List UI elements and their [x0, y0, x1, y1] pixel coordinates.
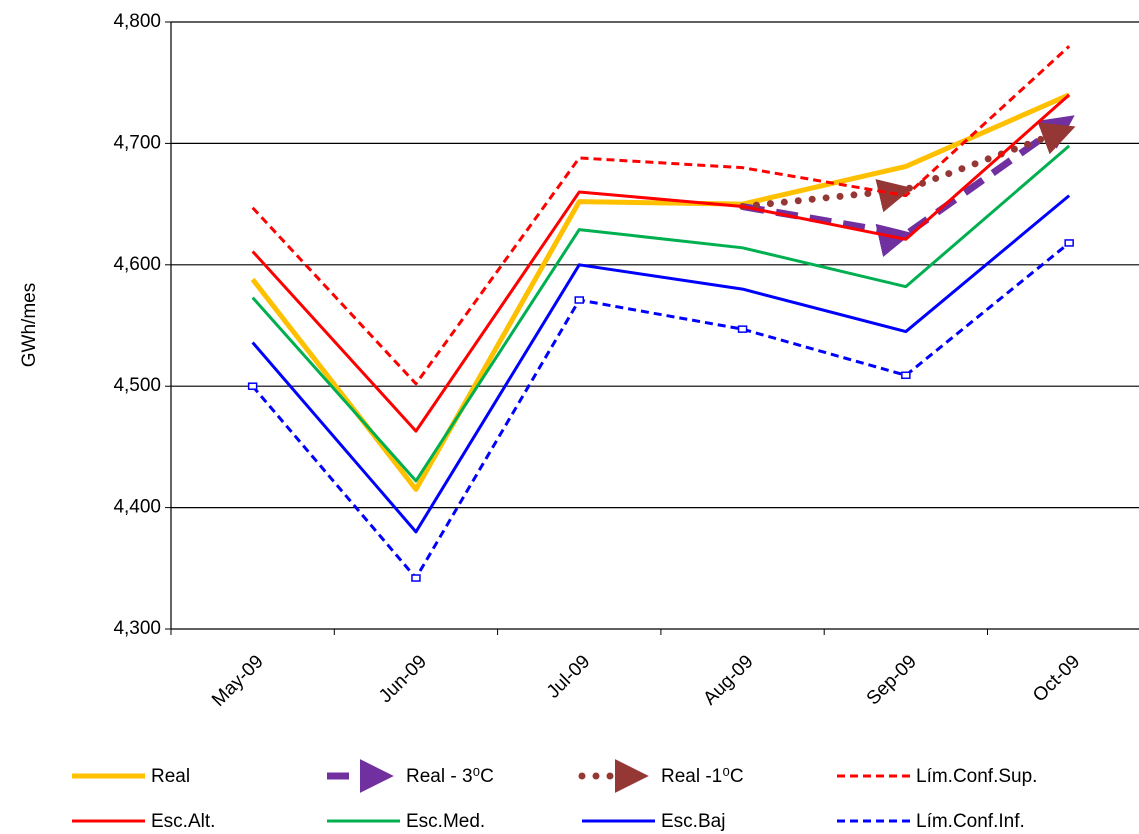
legend-label: Lím.Conf.Inf.	[916, 811, 1025, 832]
y-tick-label: 4,700	[113, 132, 161, 153]
x-tick-label: Sep-09	[863, 651, 921, 709]
x-tick-label: Oct-09	[1029, 651, 1084, 706]
x-tick-label: May-09	[208, 651, 268, 711]
y-axis-label: GWh/mes	[19, 283, 40, 367]
legend-label: Esc.Alt.	[151, 811, 215, 832]
point-marker	[737, 325, 748, 333]
series-line	[251, 194, 1071, 534]
legend-label: Lím.Conf.Sup.	[916, 766, 1037, 787]
series-line	[250, 92, 1071, 492]
x-tick-label: Aug-09	[699, 651, 757, 709]
series-line	[251, 45, 1071, 386]
y-tick-label: 4,600	[113, 254, 161, 275]
y-tick-label: 4,300	[113, 618, 161, 639]
legend-label: Esc.Med.	[406, 811, 485, 832]
series-line	[251, 93, 1071, 433]
y-tick-label: 4,500	[113, 375, 161, 396]
x-tick-label: Jul-09	[543, 651, 594, 702]
legend-label: Esc.Baj	[661, 811, 725, 832]
series-line	[251, 241, 1071, 580]
series-line	[739, 122, 1076, 213]
y-tick-label: 4,400	[113, 497, 161, 518]
point-marker	[247, 382, 258, 390]
legend-label: Real -1⁰C	[661, 766, 744, 787]
point-marker	[574, 296, 584, 304]
point-marker	[1064, 239, 1074, 247]
x-tick-label: Jun-09	[375, 651, 431, 707]
legend-label: Real	[151, 766, 190, 787]
point-marker	[411, 574, 421, 582]
legend-label: Real - 3⁰C	[406, 766, 494, 787]
series-line	[741, 115, 1075, 258]
y-tick-label: 4,800	[113, 11, 161, 32]
series-line	[251, 144, 1071, 483]
point-marker	[901, 371, 911, 380]
